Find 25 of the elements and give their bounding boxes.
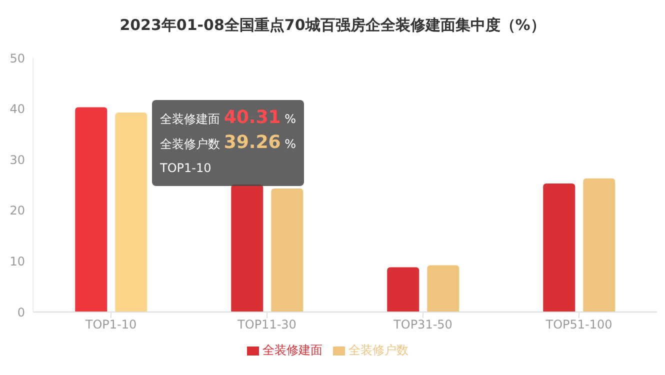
tooltip-box: 全装修建面 40.31 % 全装修户数 39.26 % TOP1-10 [152, 100, 304, 186]
y-tick-label: 0 [17, 305, 25, 320]
bar [271, 188, 304, 312]
y-tick-label: 50 [10, 51, 25, 66]
chart-title: 2023年01-08全国重点70城百强房企全装修建面集中度（%） [118, 16, 546, 35]
y-tick-label: 20 [10, 204, 25, 218]
y-tick-label: 30 [10, 152, 25, 167]
x-tick-label: TOP51-100 [544, 318, 612, 332]
legend-label: 全装修建面 [262, 343, 322, 357]
bar [543, 183, 576, 312]
bar [115, 112, 148, 312]
bar [427, 265, 460, 312]
y-tick-label: 40 [10, 102, 25, 116]
annotation: 全装修建面 40.31 % [160, 106, 296, 130]
legend-label: 全装修户数 [348, 343, 408, 357]
x-tick-label: TOP11-30 [236, 318, 296, 332]
bar [231, 184, 264, 312]
annotation: TOP1-10 [160, 160, 212, 177]
y-tick-label: 10 [10, 254, 25, 268]
bar [387, 267, 420, 312]
x-tick-label: TOP1-10 [84, 318, 137, 332]
bar [583, 178, 616, 312]
annotation: 全装修户数 39.26 % [160, 131, 296, 155]
bar [75, 107, 108, 312]
x-tick-label: TOP31-50 [392, 318, 452, 332]
